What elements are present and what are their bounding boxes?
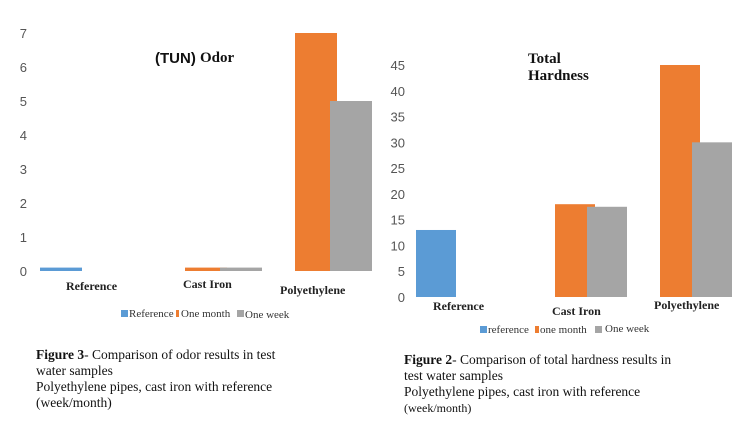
figure-2-caption: Figure 2- Comparison of total hardness r… bbox=[404, 352, 739, 416]
caption-text: Polyethylene pipes, cast iron with refer… bbox=[404, 384, 641, 399]
y-tick-label: 45 bbox=[391, 58, 405, 73]
hardness-title-line: Total bbox=[528, 51, 561, 67]
y-tick-label: 40 bbox=[391, 84, 405, 99]
caption-text: (week/month) bbox=[36, 395, 112, 410]
odor-title: Odor bbox=[200, 50, 235, 66]
caption-text: test water samples bbox=[404, 368, 503, 383]
bar-polyethylene-one-week bbox=[330, 101, 372, 271]
y-tick-label: 25 bbox=[391, 161, 405, 176]
caption-text: - Comparison of total hardness results i… bbox=[452, 352, 672, 367]
y-tick-label: 10 bbox=[391, 238, 405, 253]
hardness-y-axis: 0 5 10 15 20 25 30 35 40 45 bbox=[391, 58, 405, 305]
legend-swatch-reference bbox=[121, 310, 128, 317]
bar-cast-iron-one-month bbox=[185, 267, 227, 271]
legend-swatch-one-month bbox=[535, 326, 539, 333]
legend-label: one month bbox=[540, 324, 587, 336]
caption-text: Polyethylene pipes, cast iron with refer… bbox=[36, 379, 273, 394]
caption-text: - Comparison of odor results in test bbox=[84, 347, 276, 362]
odor-category-label: Polyethylene bbox=[280, 283, 346, 297]
y-tick-label: 1 bbox=[20, 230, 27, 245]
odor-legend: Reference One month One week bbox=[121, 308, 290, 321]
bar-reference-reference bbox=[40, 267, 82, 271]
y-tick-label: 30 bbox=[391, 135, 405, 150]
figure-3-caption: Figure 3- Comparison of odor results in … bbox=[36, 347, 356, 411]
legend-swatch-reference bbox=[480, 326, 487, 333]
hardness-category-label: Cast Iron bbox=[552, 304, 601, 318]
legend-label: One month bbox=[181, 308, 231, 320]
hardness-title-line: Hardness bbox=[528, 68, 589, 84]
legend-label: One week bbox=[605, 323, 650, 335]
bar-reference-reference bbox=[416, 229, 456, 297]
legend-swatch-one-week bbox=[595, 326, 602, 333]
y-tick-label: 0 bbox=[398, 290, 405, 305]
y-tick-label: 3 bbox=[20, 162, 27, 177]
y-tick-label: 20 bbox=[391, 187, 405, 202]
bar-polyethylene-one-week bbox=[692, 142, 732, 297]
y-tick-label: 7 bbox=[20, 26, 27, 41]
y-tick-label: 6 bbox=[20, 60, 27, 75]
y-tick-label: 4 bbox=[20, 128, 27, 143]
caption-text: water samples bbox=[36, 363, 113, 378]
legend-label: reference bbox=[488, 324, 529, 336]
legend-label: Reference bbox=[129, 308, 174, 320]
odor-bars bbox=[40, 33, 372, 271]
hardness-category-label: Polyethylene bbox=[654, 298, 720, 312]
y-tick-label: 15 bbox=[391, 213, 405, 228]
legend-swatch-one-week bbox=[237, 310, 244, 317]
y-tick-label: 35 bbox=[391, 110, 405, 125]
y-tick-label: 0 bbox=[20, 264, 27, 279]
odor-title-prefix: (TUN) bbox=[155, 50, 196, 67]
hardness-category-label: Reference bbox=[433, 299, 485, 313]
hardness-bars bbox=[416, 65, 732, 297]
hardness-legend: reference one month One week bbox=[480, 323, 650, 336]
caption-label: Figure 2 bbox=[404, 352, 453, 367]
bar-cast-iron-one-week bbox=[587, 206, 627, 297]
caption-text: (week/month) bbox=[404, 401, 472, 415]
y-tick-label: 2 bbox=[20, 196, 27, 211]
y-tick-label: 5 bbox=[398, 264, 405, 279]
legend-label: One week bbox=[245, 309, 290, 321]
odor-category-label: Reference bbox=[66, 279, 118, 293]
hardness-chart: 0 5 10 15 20 25 30 35 40 45 Total Hardness Refere… bbox=[391, 51, 732, 336]
legend-swatch-one-month bbox=[176, 310, 179, 317]
odor-category-label: Cast Iron bbox=[183, 277, 232, 291]
caption-label: Figure 3 bbox=[36, 347, 85, 362]
bar-cast-iron-one-week bbox=[220, 267, 262, 271]
y-tick-label: 5 bbox=[20, 94, 27, 109]
odor-y-axis: 0 1 2 3 4 5 6 7 bbox=[20, 26, 27, 279]
